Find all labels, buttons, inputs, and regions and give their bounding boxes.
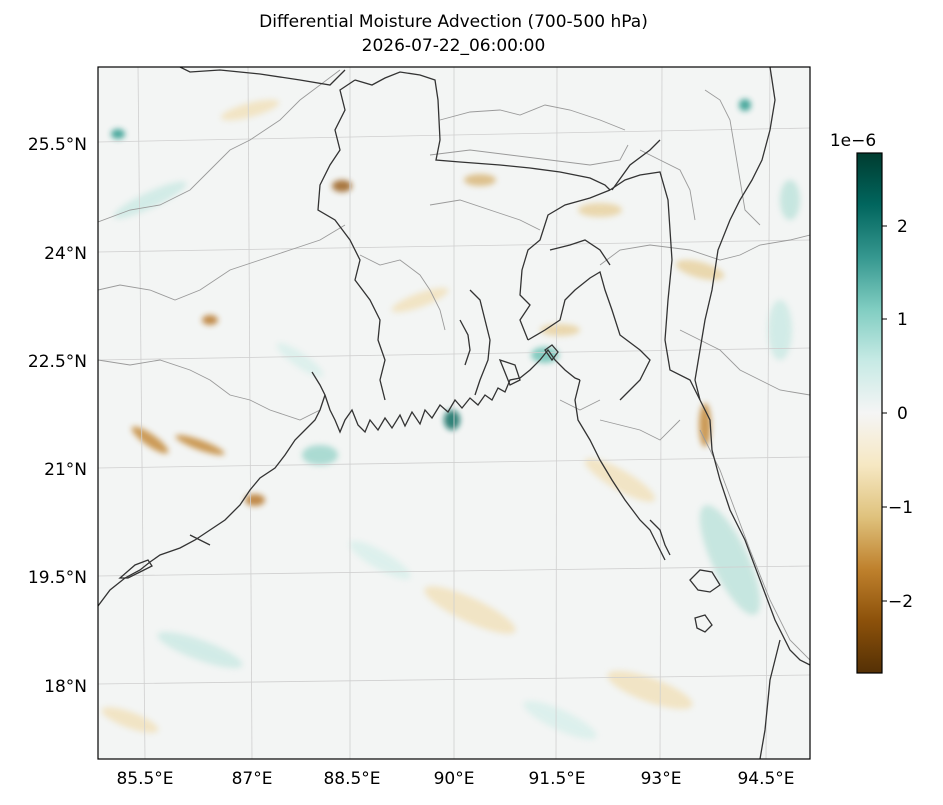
- colorbar-tick-label: −1: [888, 498, 913, 518]
- colorbar-tick-label: 2: [897, 217, 908, 237]
- lon-label: 90°E: [434, 769, 475, 789]
- map-title: Differential Moisture Advection (700-500…: [259, 12, 648, 32]
- lat-label: 21°N: [44, 460, 87, 480]
- lon-label: 85.5°E: [116, 769, 173, 789]
- latitude-labels: 25.5°N 24°N 22.5°N 21°N 19.5°N 18°N: [28, 135, 87, 697]
- lat-label: 24°N: [44, 244, 87, 264]
- moisture-advection-field: [101, 99, 800, 740]
- colorbar-ticks: [882, 225, 887, 602]
- lon-label: 87°E: [232, 769, 273, 789]
- lat-label: 18°N: [44, 677, 87, 697]
- lon-label: 88.5°E: [323, 769, 380, 789]
- lat-label: 22.5°N: [28, 352, 87, 372]
- longitude-labels: 85.5°E 87°E 88.5°E 90°E 91.5°E 93°E 94.5…: [116, 769, 794, 789]
- colorbar-tick-label: −2: [888, 592, 913, 612]
- admin-borders: [98, 69, 810, 661]
- map-gridlines: [98, 67, 810, 759]
- colorbar: 1e−6 2 1 0 −1 −2: [830, 131, 913, 674]
- colorbar-gradient: [856, 152, 883, 674]
- colorbar-tick-label: 1: [897, 310, 908, 330]
- lat-label: 19.5°N: [28, 568, 87, 588]
- country-borders-coastlines: [98, 67, 810, 759]
- lon-label: 93°E: [641, 769, 682, 789]
- lon-label: 94.5°E: [737, 769, 794, 789]
- colorbar-multiplier: 1e−6: [830, 131, 876, 151]
- map-frame: [97, 66, 811, 760]
- lon-label: 91.5°E: [528, 769, 585, 789]
- map-timestamp: 2026-07-22_06:00:00: [361, 36, 546, 56]
- colorbar-tick-label: 0: [897, 404, 908, 424]
- lat-label: 25.5°N: [28, 135, 87, 155]
- map-panel[interactable]: 25.5°N 24°N 22.5°N 21°N 19.5°N 18°N 85.5…: [28, 66, 811, 789]
